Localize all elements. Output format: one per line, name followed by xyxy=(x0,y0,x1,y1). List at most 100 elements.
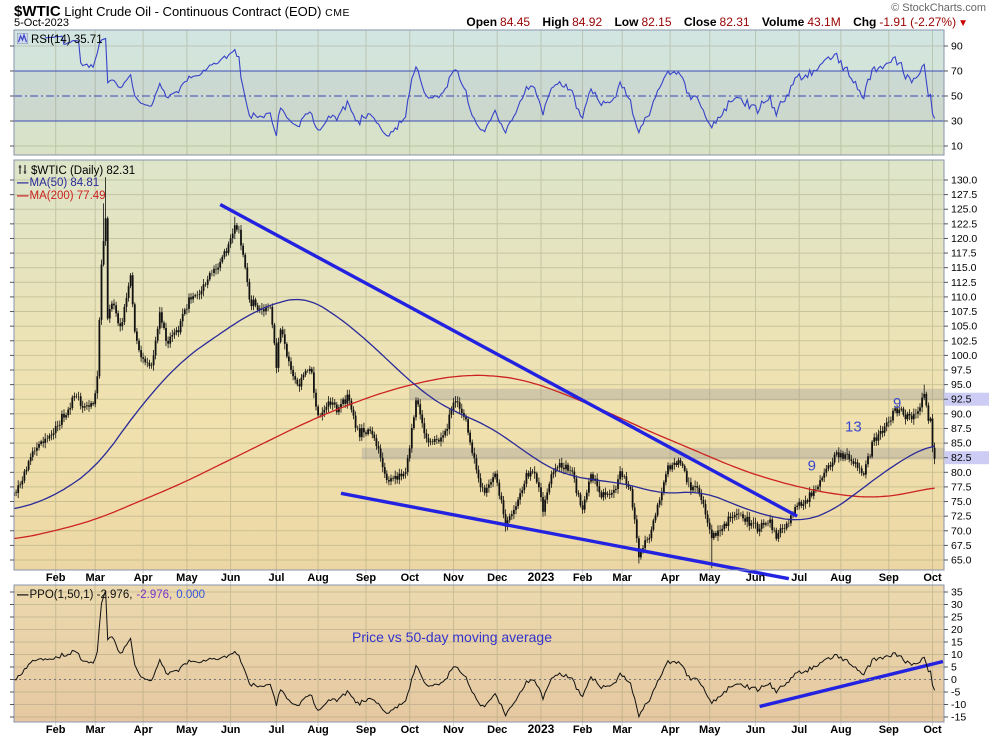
month-label: Sep xyxy=(356,724,376,736)
month-label: Mar xyxy=(85,572,105,584)
rsi-axis-label: 30 xyxy=(951,116,963,128)
price-axis-label: 117.5 xyxy=(951,248,977,260)
ppo-swatch: — xyxy=(17,589,28,601)
month-label: Jun xyxy=(746,572,766,584)
month-label: Jul xyxy=(791,724,807,736)
candlestick-icon xyxy=(17,164,28,178)
month-label: May xyxy=(699,572,721,584)
price-legend-text: $WTIC (Daily) 82.31 xyxy=(31,165,136,177)
month-label: 2023 xyxy=(528,722,555,736)
ppo-legend-text: PPO(1,50,1) -2.976, xyxy=(29,589,133,601)
rsi-legend-text: RSI(14) 35.71 xyxy=(31,34,103,46)
open-value: 84.45 xyxy=(500,15,531,29)
price-legend: $WTIC (Daily) 82.31 xyxy=(17,164,135,178)
ppo-axis-label: -15 xyxy=(951,712,966,724)
axis-label-highlight xyxy=(945,392,989,406)
price-axis-label: 130.0 xyxy=(951,175,977,187)
month-label: Nov xyxy=(443,724,465,736)
ppo-axis-label: -5 xyxy=(951,687,960,699)
ma50-legend-text: MA(50) 84.81 xyxy=(29,177,100,189)
price-axis-label: 97.5 xyxy=(951,365,972,377)
high-value: 84.92 xyxy=(572,15,603,29)
axis-label-highlight xyxy=(945,451,989,465)
instrument-name: Light Crude Oil - Continuous Contract (E… xyxy=(64,4,322,19)
price-axis-label: 120.0 xyxy=(951,233,977,245)
month-label: Jul xyxy=(268,724,284,736)
ma200-line xyxy=(14,374,935,540)
moving-averages xyxy=(14,298,935,540)
change-down-icon: ▼ xyxy=(958,18,968,29)
rsi-panel xyxy=(14,35,944,137)
month-label: Nov xyxy=(443,572,465,584)
rsi-legend: RSI(14) 35.71 xyxy=(16,32,103,47)
open-label: Open xyxy=(466,15,498,29)
low-value: 82.15 xyxy=(641,15,672,29)
rsi-axis-label: 90 xyxy=(951,41,963,53)
rsi-axis-label: 50 xyxy=(951,91,963,103)
price-axis-label: 125.0 xyxy=(951,204,977,216)
change-value: -1.91 (-2.27%) xyxy=(879,15,957,29)
month-label: 2023 xyxy=(528,570,555,584)
month-label: Mar xyxy=(612,724,632,736)
month-label: Jun xyxy=(221,724,241,736)
month-label: Mar xyxy=(85,724,105,736)
ma50-swatch: — xyxy=(17,177,28,189)
ma200-legend-text: MA(200) 77.49 xyxy=(29,190,106,202)
price-axis-label: 105.0 xyxy=(951,321,977,333)
ppo-axis-label: 30 xyxy=(951,599,963,611)
ppo-annotation-note: Price vs 50-day moving average xyxy=(352,629,552,645)
chart-date: 5-Oct-2023 xyxy=(14,17,70,29)
ppo-hist-value: 0.000 xyxy=(176,589,206,601)
price-axis-label: 87.5 xyxy=(951,423,972,435)
price-axis-label: 72.5 xyxy=(951,511,972,523)
close-label: Close xyxy=(683,15,717,29)
ppo-axis-label: 35 xyxy=(951,587,963,599)
price-axis-label: 95.0 xyxy=(951,379,972,391)
month-label: May xyxy=(699,724,721,736)
resistance-band xyxy=(409,388,944,401)
symbol: $WTIC xyxy=(14,3,61,20)
ppo-axis-label: 20 xyxy=(951,624,963,636)
month-label: Apr xyxy=(661,724,681,736)
month-label: May xyxy=(176,724,198,736)
price-axis-label: 92.5 xyxy=(951,394,972,406)
ppo-panel xyxy=(14,590,944,719)
price-axis-label: 75.0 xyxy=(951,496,972,508)
month-label: Aug xyxy=(307,724,328,736)
month-label: Feb xyxy=(46,572,66,584)
month-label: Apr xyxy=(661,572,681,584)
rsi-line xyxy=(45,35,936,137)
month-label: May xyxy=(176,572,198,584)
month-label: Aug xyxy=(830,724,851,736)
price-axis-label: 107.5 xyxy=(951,306,977,318)
month-label: Jun xyxy=(746,724,766,736)
annotations: 9 13 9 xyxy=(808,395,902,475)
month-label: Aug xyxy=(830,572,851,584)
month-label: Jul xyxy=(791,572,807,584)
volume-label: Volume xyxy=(761,15,805,29)
ppo-axis-label: 25 xyxy=(951,612,963,624)
chart-title: $WTIC Light Crude Oil - Continuous Contr… xyxy=(14,3,350,20)
ppo-legend: — PPO(1,50,1) -2.976, -2.976, 0.000 xyxy=(17,589,205,601)
copyright: © StockCharts.com xyxy=(891,2,986,14)
ppo-axis-label: 15 xyxy=(951,637,963,649)
month-label: Feb xyxy=(573,724,593,736)
price-axis-label: 77.5 xyxy=(951,481,972,493)
close-value: 82.31 xyxy=(719,15,750,29)
ma50-legend: — MA(50) 84.81 xyxy=(17,177,99,189)
count-annotation: 9 xyxy=(893,395,901,412)
price-axis-label: 115.0 xyxy=(951,262,977,274)
month-label: Feb xyxy=(46,724,66,736)
month-label: Dec xyxy=(487,724,507,736)
trendline xyxy=(340,491,790,581)
month-label: Sep xyxy=(879,724,899,736)
month-label: Sep xyxy=(879,572,899,584)
trendlines xyxy=(219,203,944,709)
price-axis-label: 112.5 xyxy=(951,277,977,289)
ma50-line xyxy=(14,298,935,521)
month-label: Apr xyxy=(134,724,154,736)
ma200-legend: — MA(200) 77.49 xyxy=(17,190,106,202)
indicator-icon xyxy=(16,32,29,47)
low-label: Low xyxy=(614,15,639,29)
price-axis-label: 122.5 xyxy=(951,218,977,230)
